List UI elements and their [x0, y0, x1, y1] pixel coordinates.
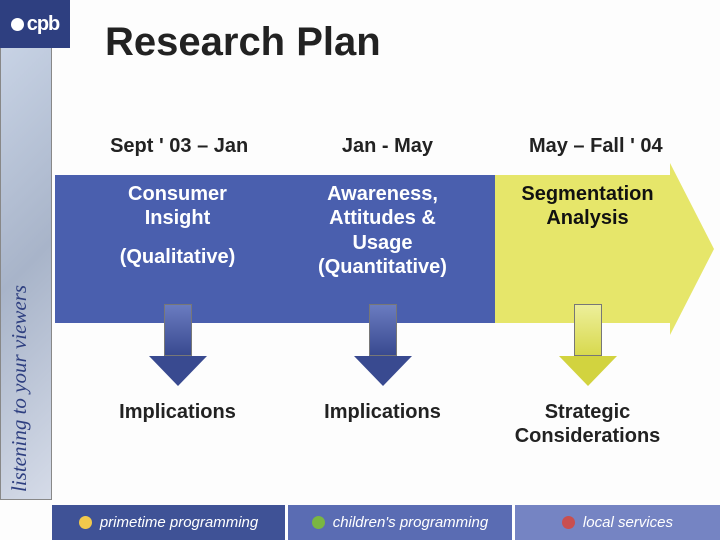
cpb-logo-text: cpb [27, 13, 60, 36]
footer-label-3: local services [583, 514, 673, 531]
phase-row: Consumer Insight (Qualitative) Awareness… [75, 180, 690, 282]
footer-dot-1 [79, 516, 92, 529]
bottom-3-l1: Strategic [545, 401, 631, 423]
footer-label-1: primetime programming [100, 514, 258, 531]
footer-seg-2: children's programming [288, 505, 512, 540]
phase-1: Consumer Insight (Qualitative) [75, 180, 280, 282]
footer-bar: primetime programming children's program… [52, 505, 720, 540]
down-arrow-2 [354, 304, 412, 387]
phase-3-line2: Analysis [546, 207, 628, 229]
cpb-logo-dot [11, 18, 24, 31]
slide-title: Research Plan [105, 20, 381, 65]
left-stripe: listening to your viewers [0, 0, 52, 540]
down-arrow-1 [149, 304, 207, 387]
date-col-3: May – Fall ' 04 [492, 135, 700, 158]
down-arrow-row [75, 304, 690, 387]
phase-2-line3: Usage [352, 232, 412, 254]
date-col-2: Jan - May [283, 135, 491, 158]
phase-2-line1: Awareness, [327, 183, 438, 205]
phase-1-sub: (Qualitative) [81, 245, 274, 269]
date-row: Sept ' 03 – Jan Jan - May May – Fall ' 0… [75, 135, 700, 158]
phase-1-line1: Consumer [128, 183, 227, 205]
cpb-logo: cpb [0, 0, 70, 48]
bottom-3-l2: Considerations [515, 425, 661, 447]
bottom-1: Implications [75, 400, 280, 448]
down-arrow-3 [559, 304, 617, 387]
bottom-row: Implications Implications Strategic Cons… [75, 400, 690, 448]
phase-1-line2: Insight [145, 207, 211, 229]
sidebar-tagline: listening to your viewers [7, 285, 31, 492]
bottom-3: Strategic Considerations [485, 400, 690, 448]
phase-2: Awareness, Attitudes & Usage (Quantitati… [280, 180, 485, 282]
date-col-1: Sept ' 03 – Jan [75, 135, 283, 158]
phase-3: Segmentation Analysis [485, 180, 690, 282]
footer-seg-1: primetime programming [52, 505, 285, 540]
phase-3-line1: Segmentation [521, 183, 653, 205]
phase-2-sub: (Quantitative) [318, 256, 447, 278]
footer-seg-3: local services [515, 505, 720, 540]
phase-2-line2: Attitudes & [329, 207, 436, 229]
footer-dot-3 [562, 516, 575, 529]
footer-dot-2 [312, 516, 325, 529]
bottom-2: Implications [280, 400, 485, 448]
sidebar-tagline-svg: listening to your viewers [0, 0, 52, 540]
footer-label-2: children's programming [333, 514, 488, 531]
